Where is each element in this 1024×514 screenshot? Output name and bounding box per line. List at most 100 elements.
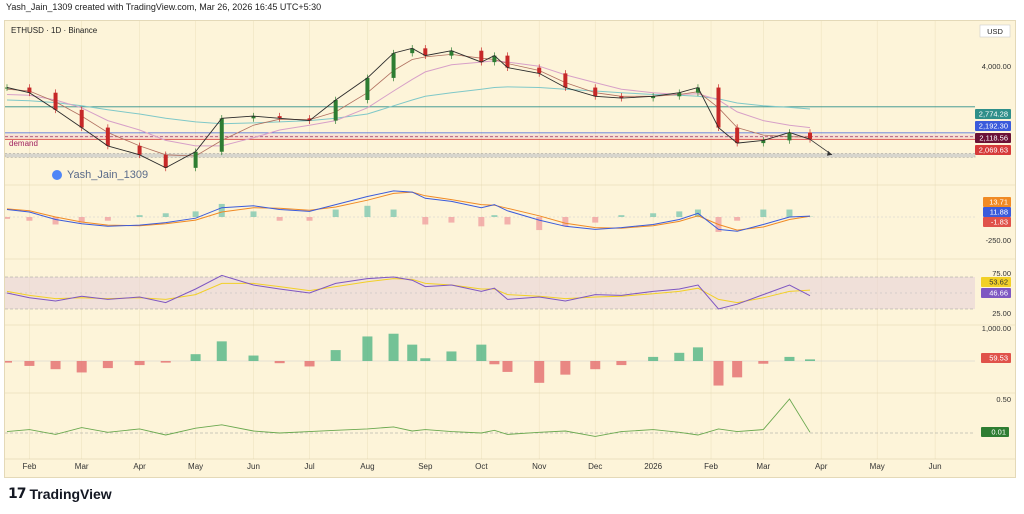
macd-hist-bar-11 — [306, 217, 313, 221]
candle-body-20 — [505, 55, 510, 68]
momentum-bar-5 — [134, 361, 145, 366]
symbol-label: ETHUSD · 1D · Binance — [11, 26, 98, 35]
macd-hist-bar-3 — [78, 217, 85, 223]
price-label-3: 2,069.63 — [975, 145, 1011, 155]
demand-zone — [5, 153, 976, 158]
candle-body-21 — [537, 67, 542, 74]
candle-body-9 — [251, 116, 256, 119]
candle-body-14 — [391, 53, 396, 78]
oscillator-line — [6, 398, 811, 437]
candle-body-29 — [735, 127, 740, 144]
x-tick-11: 2026 — [644, 462, 662, 471]
momentum-label-text: 59.53 — [989, 354, 1008, 363]
macd-label-1-bg — [983, 207, 1011, 217]
x-tick-14: Apr — [815, 462, 828, 471]
chart-frame[interactable]: Feb Mar Apr May Jun Jul Aug Sep Oct Nov Dec 2026 Feb… — [4, 20, 1016, 478]
watermark-text: Yash_Jain_1309 — [67, 169, 148, 181]
momentum-bar-20 — [502, 361, 513, 372]
x-tick-3: May — [188, 462, 203, 471]
momentum-bar-13 — [362, 336, 373, 361]
oscillator-label: 0.01 — [981, 427, 1009, 437]
momentum-bar-15 — [407, 344, 418, 361]
candle-body-5 — [137, 145, 142, 155]
price-label-3-bg — [975, 145, 1011, 155]
x-tick-12: Feb — [704, 462, 718, 471]
macd-hist-bar-14 — [390, 209, 397, 217]
x-tick-8: Oct — [475, 462, 488, 471]
momentum-bar-8 — [216, 341, 227, 361]
x-tick-7: Sep — [418, 462, 433, 471]
momentum-bar-27 — [692, 347, 703, 361]
momentum-bar-3 — [76, 361, 87, 373]
price-label-0-text: 2,774.28 — [979, 110, 1008, 119]
rsi-label-1: 46.66 — [981, 288, 1011, 298]
macd-signal-line — [6, 191, 811, 231]
momentum-bar-1 — [24, 361, 35, 366]
ma-slow-line — [6, 60, 811, 147]
momentum-bar-7 — [190, 354, 201, 361]
price-label-0: 2,774.28 — [975, 109, 1011, 119]
candle-body-7 — [193, 151, 198, 168]
macd-hist-bar-2 — [52, 217, 59, 225]
oscillator-label-text: 0.01 — [991, 428, 1006, 437]
candle-body-25 — [651, 96, 656, 99]
x-tick-0: Feb — [23, 462, 37, 471]
x-tick-16: Jun — [929, 462, 942, 471]
momentum-bar-30 — [758, 361, 769, 364]
candle-body-23 — [593, 87, 598, 97]
chart-svg[interactable]: Feb Mar Apr May Jun Jul Aug Sep Oct Nov Dec 2026 Feb… — [5, 21, 1016, 478]
macd-hist-bar-7 — [192, 211, 199, 217]
momentum-bar-26 — [674, 352, 685, 361]
candle-body-17 — [449, 50, 454, 56]
currency-label: USD — [987, 27, 1003, 36]
macd-label-0-bg — [983, 197, 1011, 207]
rsi-ma-line — [6, 278, 811, 304]
created-with-line: Yash_Jain_1309 created with TradingView.… — [6, 2, 322, 12]
macd-hist-bar-29 — [734, 217, 741, 221]
macd-hist-bar-9 — [250, 211, 257, 217]
price-label-2-text: 2,118.56 — [979, 134, 1008, 143]
momentum-bar-14 — [388, 333, 399, 361]
price-line — [6, 47, 811, 169]
oscillator-tick-050: 0.50 — [996, 395, 1011, 404]
momentum-bar-32 — [805, 359, 815, 361]
momentum-bar-0 — [5, 361, 12, 363]
candle-body-24 — [619, 96, 624, 99]
macd-hist-bar-13 — [364, 205, 371, 217]
rsi-label-0: 53.62 — [981, 277, 1011, 287]
candle-body-19 — [492, 55, 497, 63]
currency-box — [979, 24, 1011, 38]
candle-body-8 — [219, 118, 224, 152]
tradingview-logo[interactable]: 17 TradingView — [8, 486, 112, 502]
watermark-heart-icon — [52, 170, 62, 180]
oscillator-label-bg — [981, 427, 1009, 437]
momentum-bar-23 — [590, 361, 601, 370]
momentum-bar-12 — [330, 350, 341, 361]
macd-line — [6, 190, 811, 232]
momentum-bar-28 — [713, 361, 724, 386]
momentum-bar-11 — [304, 361, 315, 367]
macd-hist-bar-20 — [504, 217, 511, 225]
macd-hist-bar-6 — [162, 213, 169, 217]
candle-body-10 — [277, 116, 282, 119]
macd-label-1: 11.88 — [983, 207, 1011, 217]
macd-hist-bar-0 — [5, 217, 10, 219]
macd-hist-bar-5 — [136, 215, 143, 217]
macd-label-0-text: 13.71 — [989, 198, 1008, 207]
price-label-3-text: 2,069.63 — [979, 146, 1008, 155]
candle-body-32 — [808, 132, 812, 140]
macd-hist-bar-31 — [786, 209, 793, 217]
macd-hist-bar-24 — [618, 215, 625, 217]
price-label-1-bg — [975, 121, 1011, 131]
candle-body-31 — [787, 132, 792, 141]
candle-body-27 — [695, 87, 700, 93]
candle-body-3 — [79, 109, 84, 128]
x-tick-1: Mar — [75, 462, 89, 471]
candle-body-30 — [761, 140, 766, 144]
price-label-2-bg — [975, 133, 1011, 143]
macd-hist-bar-10 — [276, 217, 283, 221]
rsi-label-1-text: 46.66 — [989, 289, 1008, 298]
price-tick-4000: 4,000.00 — [982, 62, 1011, 71]
momentum-bar-9 — [248, 355, 259, 361]
momentum-bar-17 — [446, 351, 457, 361]
